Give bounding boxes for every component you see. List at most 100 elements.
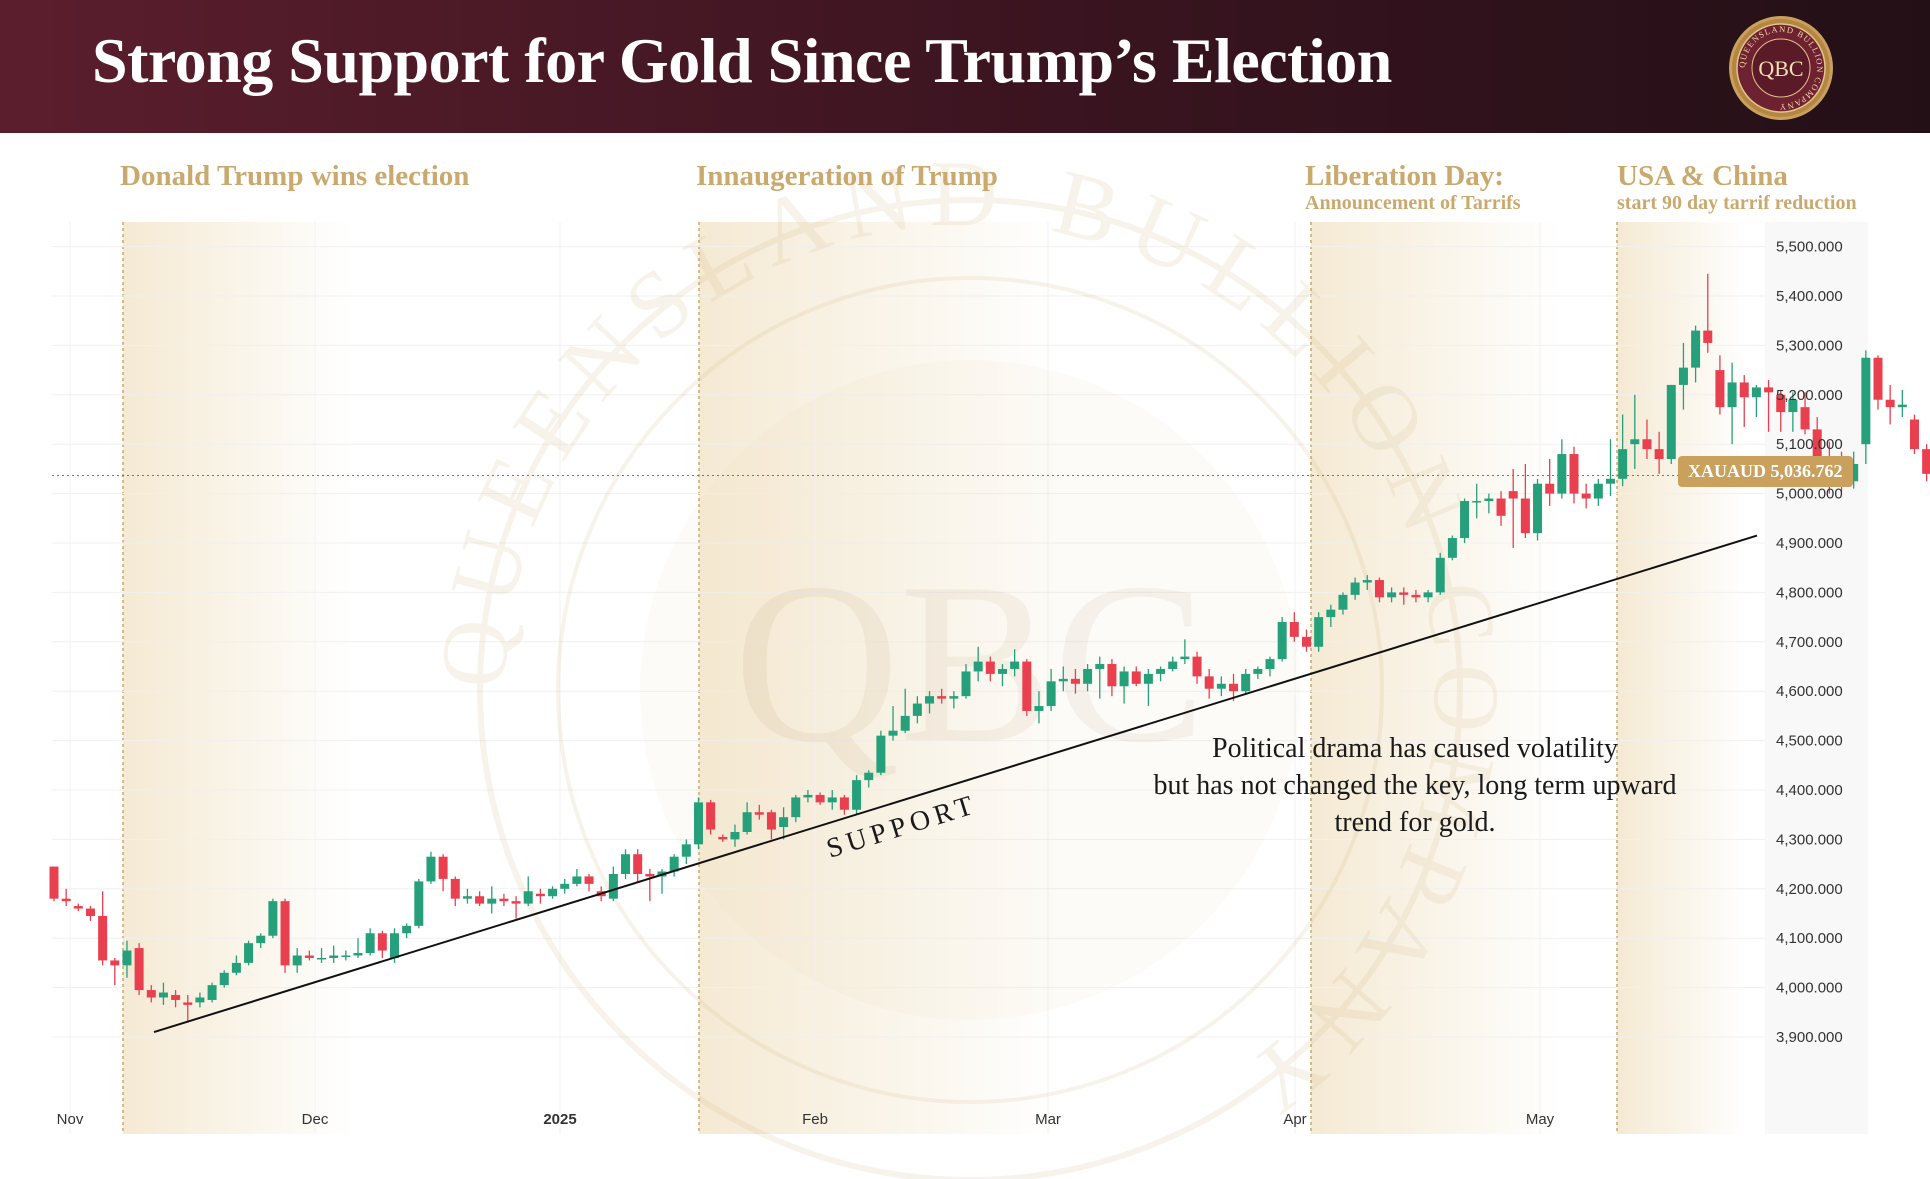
candle-down bbox=[1131, 666, 1141, 687]
candle-up bbox=[122, 940, 132, 978]
candle-up bbox=[1216, 676, 1226, 697]
candle-down bbox=[1520, 463, 1530, 539]
candle-up bbox=[1338, 592, 1348, 615]
candle-down bbox=[146, 985, 156, 1003]
candle-down bbox=[1301, 629, 1311, 652]
x-tick-label: Mar bbox=[1035, 1111, 1061, 1128]
candle-up bbox=[244, 940, 254, 966]
candle-up bbox=[1241, 668, 1251, 694]
candle-up bbox=[1387, 587, 1397, 603]
candle-up bbox=[1666, 384, 1676, 464]
candle-up bbox=[888, 706, 898, 741]
price-chart: QUEENSLAND BULLION COMPANY QBC SUPPORT 3… bbox=[49, 142, 1930, 1179]
candle-up bbox=[1618, 414, 1628, 487]
candle-down bbox=[475, 891, 485, 907]
candle-up bbox=[1557, 439, 1567, 499]
candle-down bbox=[584, 873, 594, 892]
event-label: USA & China start 90 day tarrif reduction bbox=[1617, 160, 1857, 214]
candle-down bbox=[1399, 587, 1409, 605]
candle-up bbox=[317, 948, 327, 963]
x-tick-label: Nov bbox=[57, 1111, 84, 1128]
candle-up bbox=[864, 770, 874, 788]
candle-up bbox=[548, 886, 558, 899]
candle-up bbox=[414, 878, 424, 929]
candle-down bbox=[1204, 668, 1214, 699]
candle-down bbox=[1545, 459, 1555, 506]
candle-down bbox=[633, 849, 643, 882]
annotation-note: Political drama has caused volatility bu… bbox=[1153, 733, 1677, 838]
candle-down bbox=[1496, 491, 1506, 526]
candle-down bbox=[1374, 577, 1384, 603]
candle-down bbox=[1800, 392, 1810, 435]
candle-down bbox=[766, 809, 776, 840]
candle-up bbox=[1143, 668, 1153, 707]
svg-text:QBC: QBC bbox=[734, 535, 1207, 790]
candle-up bbox=[1265, 656, 1275, 677]
svg-text:QBC: QBC bbox=[1758, 56, 1803, 81]
candle-up bbox=[1314, 612, 1324, 652]
y-tick-label: 4,700.000 bbox=[1776, 634, 1843, 651]
candle-up bbox=[1168, 656, 1178, 672]
candle-up bbox=[462, 888, 472, 904]
candle-down bbox=[110, 957, 120, 986]
event-title: Donald Trump wins election bbox=[120, 160, 470, 192]
y-tick-label: 3,900.000 bbox=[1776, 1029, 1843, 1046]
candle-up bbox=[693, 797, 703, 850]
candle-down bbox=[1739, 375, 1749, 427]
candle-down bbox=[1909, 414, 1919, 455]
candle-down bbox=[280, 898, 290, 973]
candle-down bbox=[98, 891, 108, 966]
candle-up bbox=[292, 948, 302, 973]
candle-up bbox=[1484, 493, 1494, 514]
candle-down bbox=[1873, 355, 1883, 410]
x-tick-label: Feb bbox=[802, 1111, 828, 1128]
candle-up bbox=[1083, 664, 1093, 692]
x-tick-label: 2025 bbox=[543, 1111, 576, 1128]
candle-up bbox=[1034, 691, 1044, 724]
candle-down bbox=[1022, 659, 1032, 716]
event-label: Innaugeration of Trump bbox=[696, 160, 998, 192]
candle-up bbox=[1423, 589, 1433, 603]
candle-down bbox=[1581, 483, 1591, 509]
candle-up bbox=[1678, 342, 1688, 410]
candle-down bbox=[1642, 419, 1652, 460]
candle-up bbox=[487, 886, 497, 914]
event-subtitle: start 90 day tarrif reduction bbox=[1617, 192, 1857, 214]
candle-up bbox=[1460, 498, 1470, 543]
candle-up bbox=[1435, 552, 1445, 595]
candle-up bbox=[219, 970, 229, 988]
candle-down bbox=[645, 869, 655, 902]
support-trendline bbox=[153, 534, 1758, 1034]
candle-down bbox=[1715, 355, 1725, 415]
candle-up bbox=[365, 928, 375, 956]
candle-down bbox=[61, 888, 71, 907]
event-label: Liberation Day: Announcement of Tarrifs bbox=[1305, 160, 1521, 214]
candle-down bbox=[511, 896, 521, 919]
candle-down bbox=[815, 792, 825, 805]
candle-up bbox=[1861, 350, 1871, 464]
candle-up bbox=[827, 790, 837, 810]
y-tick-label: 4,000.000 bbox=[1776, 980, 1843, 997]
candle-down bbox=[985, 656, 995, 682]
candle-up bbox=[1010, 649, 1020, 677]
candle-down bbox=[1229, 673, 1239, 702]
candle-up bbox=[1630, 394, 1640, 469]
candle-up bbox=[329, 945, 339, 963]
candle-up bbox=[997, 664, 1007, 687]
candle-up bbox=[1727, 362, 1737, 445]
candle-down bbox=[1107, 659, 1117, 697]
candle-up bbox=[195, 992, 205, 1008]
y-tick-label: 4,500.000 bbox=[1776, 733, 1843, 750]
candle-up bbox=[560, 878, 570, 894]
candle-up bbox=[572, 869, 582, 887]
y-tick-label: 4,600.000 bbox=[1776, 683, 1843, 700]
candle-up bbox=[791, 794, 801, 823]
candle-up bbox=[681, 839, 691, 865]
candle-down bbox=[839, 794, 849, 815]
candle-up bbox=[1095, 656, 1105, 699]
candle-up bbox=[1788, 392, 1798, 432]
candle-up bbox=[1046, 668, 1056, 711]
candle-up bbox=[669, 854, 679, 877]
candle-up bbox=[621, 849, 631, 879]
candle-down bbox=[171, 990, 181, 1008]
